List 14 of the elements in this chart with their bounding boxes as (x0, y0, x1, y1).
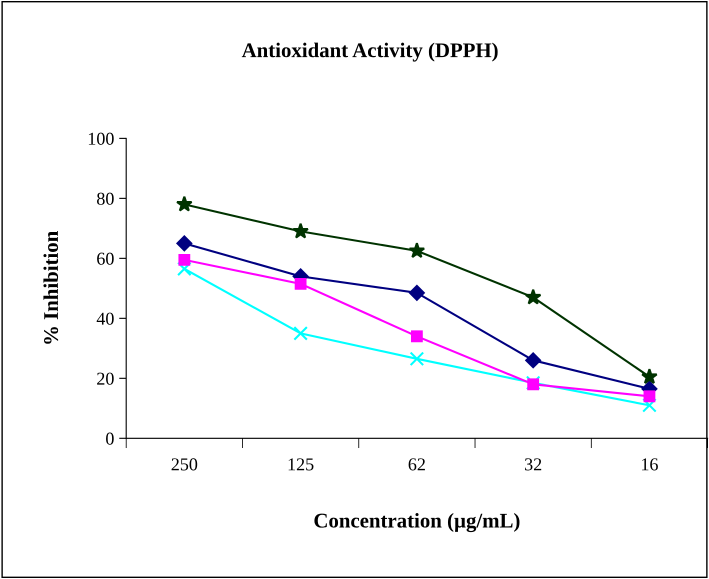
x-axis-title: Concentration (µg/mL) (314, 513, 520, 532)
y-tick-label: 0 (106, 432, 114, 445)
x-tick-label: 62 (408, 458, 425, 470)
y-tick-label: 20 (97, 372, 114, 385)
y-axis-title: % Inhibition (43, 231, 58, 344)
x-tick-label: 125 (288, 458, 314, 470)
y-tick-label: 80 (97, 192, 114, 205)
chart-title: Antioxidant Activity (DPPH) (242, 42, 498, 62)
x-tick-label: 250 (172, 458, 198, 470)
x-tick-label: 32 (525, 458, 542, 470)
y-tick-label: 100 (88, 132, 114, 145)
y-tick-label: 60 (97, 252, 114, 265)
x-tick-label: 16 (642, 458, 658, 470)
y-tick-label: 40 (96, 312, 114, 325)
